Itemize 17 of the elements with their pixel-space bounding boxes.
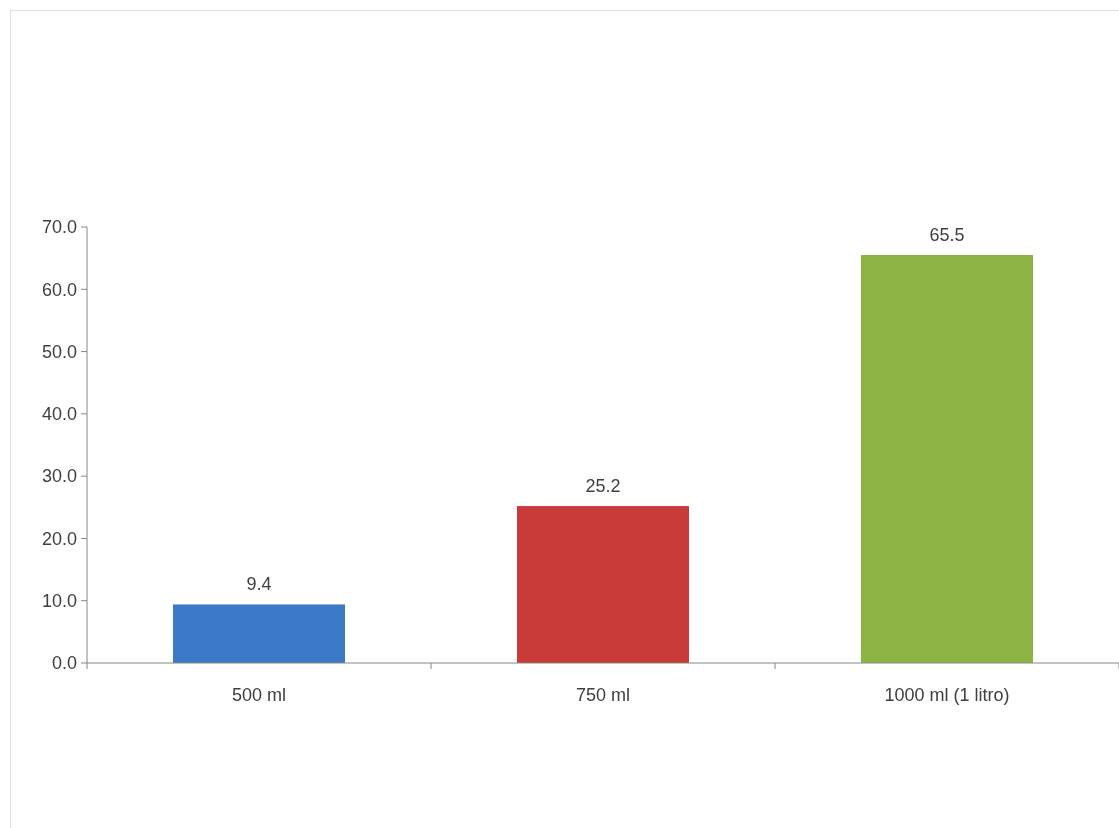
x-tick-label: 1000 ml (1 litro) bbox=[884, 685, 1010, 705]
y-tick-label: 0.0 bbox=[51, 653, 77, 674]
bar bbox=[861, 255, 1033, 663]
y-tick-label: 30.0 bbox=[41, 466, 77, 487]
y-tick-label: 40.0 bbox=[41, 404, 77, 425]
x-tick-label: 500 ml bbox=[231, 685, 287, 705]
data-label: 9.4 bbox=[246, 574, 272, 595]
data-label: 25.2 bbox=[585, 476, 621, 497]
data-label: 65.5 bbox=[929, 225, 965, 246]
y-tick-label: 10.0 bbox=[41, 591, 77, 612]
y-tick-label: 20.0 bbox=[41, 528, 77, 549]
bar bbox=[517, 506, 689, 663]
y-tick-label: 60.0 bbox=[41, 279, 77, 300]
y-tick-label: 70.0 bbox=[41, 217, 77, 238]
x-tick-label: 750 ml bbox=[575, 685, 631, 705]
y-tick-label: 50.0 bbox=[41, 341, 77, 362]
bar bbox=[173, 604, 345, 663]
